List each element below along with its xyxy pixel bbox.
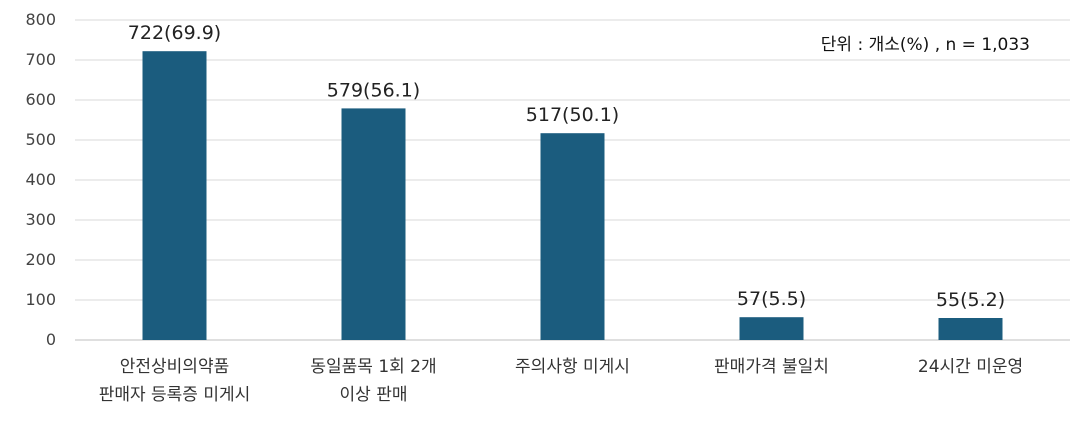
y-tick-label: 600 [25,90,56,109]
category-label: 주의사항 미게시 [515,357,630,377]
data-label: 517(50.1) [526,104,619,126]
bar [938,318,1003,340]
unit-note: 단위 : 개소(%) , n = 1,033 [821,35,1030,55]
y-tick-label: 800 [25,10,56,29]
bar [739,317,804,340]
category-label: 24시간 미운영 [918,357,1023,377]
category-label: 판매자 등록증 미게시 [99,385,251,405]
y-tick-label: 500 [25,130,56,149]
data-label: 722(69.9) [128,22,221,44]
y-tick-label: 200 [25,250,56,269]
y-tick-label: 0 [46,330,56,349]
data-label: 579(56.1) [327,79,420,101]
category-label: 동일품목 1회 2개 [310,357,436,377]
data-label: 57(5.5) [737,288,806,310]
category-label: 이상 판매 [340,385,408,405]
y-tick-label: 300 [25,210,56,229]
bars-layer [142,51,1003,341]
bar [142,51,207,340]
data-label: 55(5.2) [936,289,1005,311]
bar [341,108,406,341]
axis-layer: 0 100 200 300 400 500 600 700 800 [25,10,1070,349]
y-tick-label: 100 [25,290,56,309]
category-label: 안전상비의약품 [120,357,229,377]
category-label: 판매가격 불일치 [714,357,829,377]
bar [540,133,605,340]
y-tick-label: 700 [25,50,56,69]
y-tick-label: 400 [25,170,56,189]
